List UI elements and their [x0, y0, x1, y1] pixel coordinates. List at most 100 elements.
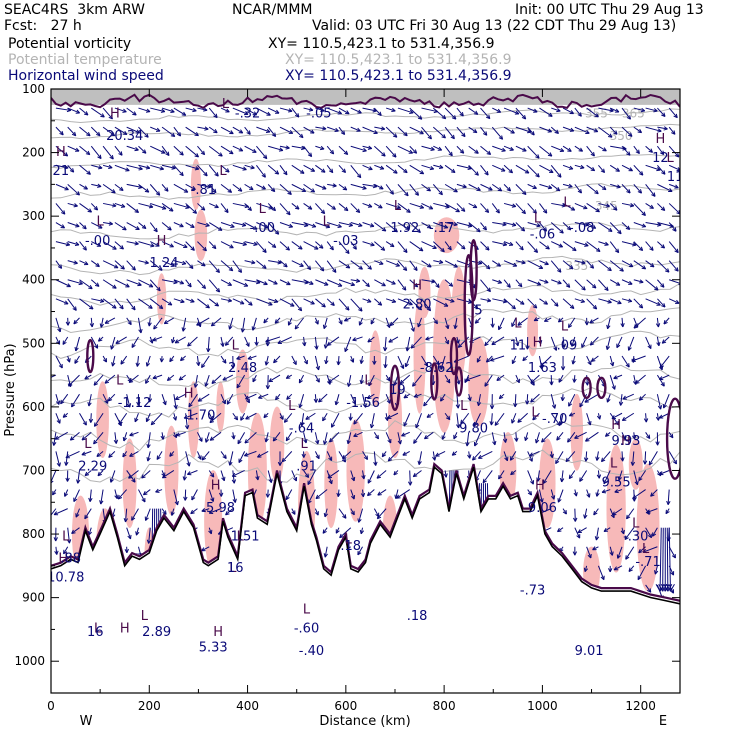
wind-vector: [539, 183, 553, 190]
wind-vector: [326, 164, 334, 174]
wind-vector: [114, 126, 128, 135]
wind-vector: [637, 565, 647, 581]
x-axis-label: Distance (km): [319, 714, 410, 729]
wind-vector: [267, 241, 277, 248]
wind-vector: [517, 317, 528, 326]
wind-vector: [303, 164, 316, 172]
y-tick-label: 300: [22, 209, 45, 223]
value-label: 11: [667, 170, 684, 185]
wind-vector: [291, 508, 296, 515]
wind-vector: [350, 222, 363, 228]
wind-vector: [598, 222, 613, 232]
wind-vector: [55, 260, 63, 269]
wind-vector: [126, 260, 136, 271]
wind-vector: [539, 203, 548, 214]
wind-vector: [220, 298, 233, 303]
wind-vector: [161, 260, 176, 267]
wind-vector: [185, 145, 199, 158]
wind-vector: [621, 145, 631, 156]
pressure-center-marker: H: [611, 418, 621, 433]
wind-vector: [93, 374, 104, 386]
wind-vector: [67, 107, 81, 114]
value-label: .18: [340, 539, 361, 554]
wind-vector: [220, 203, 229, 214]
wind-vector: [389, 317, 399, 327]
wind-vector: [598, 164, 606, 174]
pv-fill-region: [606, 444, 626, 573]
wind-vector: [372, 356, 377, 365]
wind-vector: [141, 470, 151, 479]
wind-vector: [258, 393, 269, 399]
wind-vector: [114, 164, 130, 172]
wind-vector: [244, 126, 251, 135]
value-label: 12: [652, 151, 669, 166]
wind-vector: [656, 336, 661, 347]
wind-vector: [584, 393, 599, 403]
wind-vector: [424, 431, 434, 440]
wind-vector: [510, 470, 517, 476]
value-label: -1.56: [346, 396, 380, 411]
pressure-center-marker: L: [219, 164, 227, 179]
wind-vector: [131, 508, 139, 521]
wind-vector: [359, 355, 364, 364]
wind-vector: [397, 203, 411, 213]
wind-vector: [268, 260, 282, 265]
wind-vector: [120, 355, 128, 365]
wind-vector: [244, 183, 254, 191]
wind-vector: [503, 202, 517, 208]
wind-vector: [362, 241, 375, 247]
wind-vector: [586, 298, 598, 310]
wind-vector: [527, 126, 535, 136]
wind-vector: [281, 451, 293, 463]
wind-vector: [498, 393, 505, 400]
wind-vector: [183, 489, 188, 501]
wind-vector: [568, 470, 576, 480]
wind-vector: [621, 241, 637, 247]
wind-vector: [209, 412, 222, 424]
wind-vector: [152, 374, 163, 380]
wind-vector: [173, 202, 190, 209]
wind-vector: [204, 432, 210, 443]
wind-vector: [645, 164, 661, 172]
wind-vector: [574, 164, 585, 170]
wind-vector: [550, 222, 564, 234]
wind-vector: [303, 355, 308, 365]
wind-vector: [550, 126, 559, 134]
wind-vector: [256, 279, 268, 286]
wind-vector: [163, 317, 175, 325]
wind-vector: [108, 451, 116, 458]
wind-vector: [326, 336, 340, 346]
wind-vector: [220, 126, 234, 135]
value-label: -.30: [623, 529, 648, 544]
wind-vector: [232, 279, 249, 287]
wind-vector: [385, 260, 400, 267]
wind-vector: [613, 374, 623, 380]
wind-vector: [318, 393, 328, 403]
wind-vector: [314, 432, 320, 445]
wind-vector: [598, 145, 607, 152]
wind-vector: [633, 298, 644, 309]
init-label: Init: 00 UTC Thu 29 Aug 13: [515, 2, 704, 18]
wind-vector: [208, 527, 213, 535]
wind-vector: [117, 489, 128, 500]
wind-vector: [433, 202, 450, 209]
wind-vector: [482, 470, 493, 484]
wind-vector: [432, 184, 443, 196]
wind-vector: [503, 279, 511, 288]
wind-vector: [256, 241, 267, 253]
wind-vector: [645, 203, 654, 209]
wind-vector: [73, 317, 80, 325]
value-label: 2.89: [142, 625, 171, 640]
wind-vector: [272, 432, 281, 442]
value-label: 16: [227, 561, 244, 576]
wind-vector-strong: [655, 527, 665, 592]
model-label: SEAC4RS 3km ARW: [4, 2, 145, 18]
wind-vector: [361, 470, 366, 480]
wind-vector: [99, 489, 104, 505]
wind-vector: [638, 546, 646, 554]
wind-vector: [376, 508, 387, 520]
wind-vector: [277, 451, 283, 466]
wind-vector: [589, 336, 599, 346]
wind-vector: [522, 355, 529, 362]
wind-vector: [551, 202, 566, 208]
